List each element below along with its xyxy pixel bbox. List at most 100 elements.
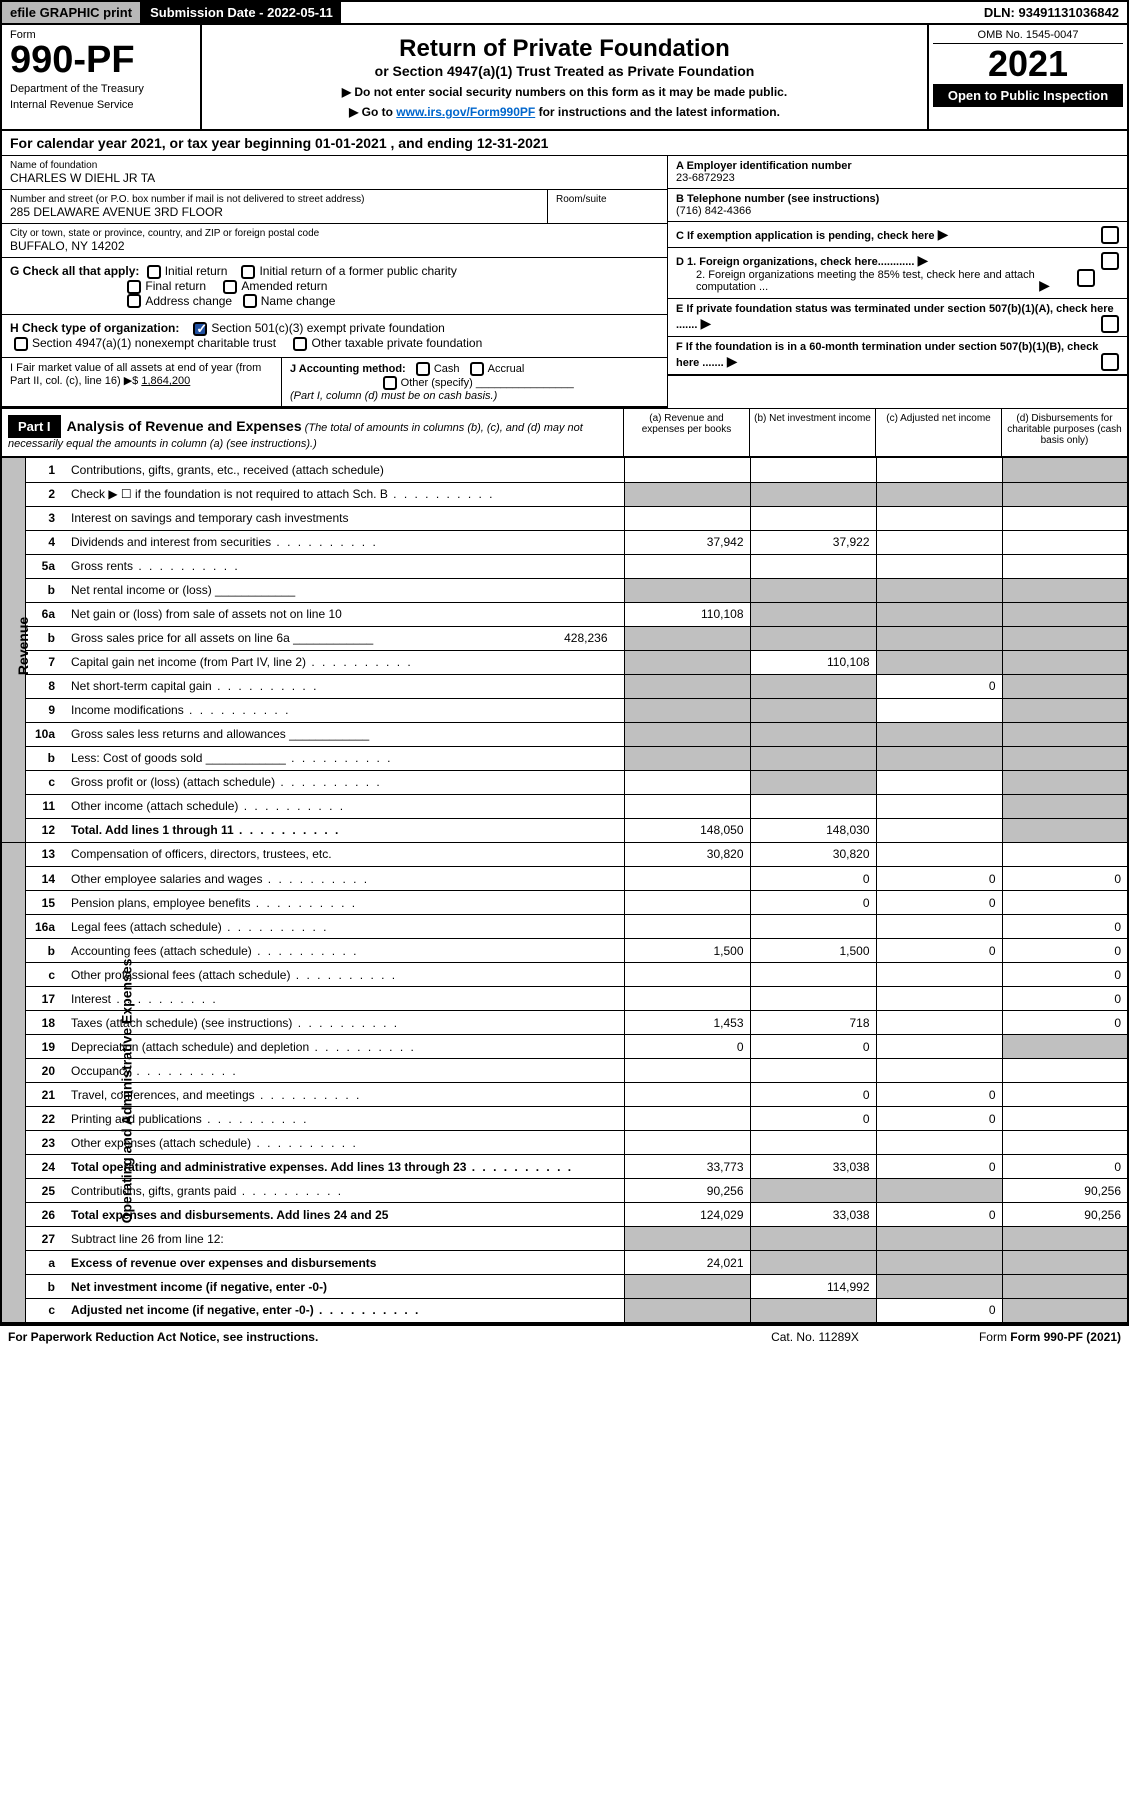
col-a-value: 0	[624, 1035, 750, 1059]
table-row: 27Subtract line 26 from line 12:	[1, 1227, 1128, 1251]
table-row: bAccounting fees (attach schedule)1,5001…	[1, 939, 1128, 963]
col-a-value	[624, 674, 750, 698]
col-a-value	[624, 1227, 750, 1251]
col-b-value: 0	[750, 1107, 876, 1131]
col-d-value: 0	[1002, 1011, 1128, 1035]
line-description: Occupancy	[65, 1059, 624, 1083]
cb-amended[interactable]	[223, 280, 237, 294]
table-row: 15Pension plans, employee benefits00	[1, 891, 1128, 915]
line-number: 16a	[25, 915, 65, 939]
table-row: bNet rental income or (loss) ___________…	[1, 578, 1128, 602]
col-d-value: 0	[1002, 939, 1128, 963]
cb-name-change[interactable]	[243, 294, 257, 308]
revenue-table: Revenue1Contributions, gifts, grants, et…	[0, 458, 1129, 843]
omb-number: OMB No. 1545-0047	[933, 29, 1123, 44]
cb-terminated[interactable]	[1101, 315, 1119, 333]
line-description: Other income (attach schedule)	[65, 794, 624, 818]
cb-cash[interactable]	[416, 362, 430, 376]
col-d-value	[1002, 1131, 1128, 1155]
dln: DLN: 93491131036842	[976, 2, 1127, 23]
col-b-header: (b) Net investment income	[749, 409, 875, 456]
col-a-value: 124,029	[624, 1203, 750, 1227]
line-description: Contributions, gifts, grants paid	[65, 1179, 624, 1203]
cb-other-taxable[interactable]	[293, 337, 307, 351]
cb-85pct[interactable]	[1077, 269, 1095, 287]
col-a-value: 33,773	[624, 1155, 750, 1179]
col-d-value	[1002, 1227, 1128, 1251]
col-d-value: 0	[1002, 915, 1128, 939]
col-b-value	[750, 1179, 876, 1203]
line-number: 8	[25, 674, 65, 698]
col-b-value	[750, 915, 876, 939]
cb-foreign-org[interactable]	[1101, 252, 1119, 270]
col-b-value: 1,500	[750, 939, 876, 963]
cb-60month[interactable]	[1101, 353, 1119, 371]
table-row: bNet investment income (if negative, ent…	[1, 1275, 1128, 1299]
col-d-value	[1002, 626, 1128, 650]
col-c-header: (c) Adjusted net income	[875, 409, 1001, 456]
col-d-value	[1002, 722, 1128, 746]
col-d-value	[1002, 818, 1128, 842]
cb-exemption-pending[interactable]	[1101, 226, 1119, 244]
cb-initial-return[interactable]	[147, 265, 161, 279]
table-row: cOther professional fees (attach schedul…	[1, 963, 1128, 987]
col-c-value	[876, 650, 1002, 674]
cb-4947[interactable]	[14, 337, 28, 351]
line-description: Gross sales price for all assets on line…	[65, 626, 624, 650]
col-c-value: 0	[876, 1299, 1002, 1323]
col-b-value: 30,820	[750, 843, 876, 867]
col-d-header: (d) Disbursements for charitable purpose…	[1001, 409, 1127, 456]
col-b-value: 0	[750, 867, 876, 891]
line-number: 9	[25, 698, 65, 722]
col-c-value	[876, 626, 1002, 650]
col-c-value	[876, 794, 1002, 818]
col-b-value	[750, 963, 876, 987]
cb-initial-public[interactable]	[241, 265, 255, 279]
form-header: Form 990-PF Department of the Treasury I…	[0, 25, 1129, 131]
cb-final-return[interactable]	[127, 280, 141, 294]
line-description: Less: Cost of goods sold ____________	[65, 746, 624, 770]
col-d-value	[1002, 794, 1128, 818]
col-a-value	[624, 794, 750, 818]
form-number: 990-PF	[10, 41, 192, 79]
col-d-value	[1002, 1251, 1128, 1275]
col-a-value	[624, 1059, 750, 1083]
table-row: cGross profit or (loss) (attach schedule…	[1, 770, 1128, 794]
col-b-value: 33,038	[750, 1203, 876, 1227]
col-a-value: 1,453	[624, 1011, 750, 1035]
cb-501c3[interactable]	[193, 322, 207, 336]
col-a-value	[624, 698, 750, 722]
cb-other-method[interactable]	[383, 376, 397, 390]
table-row: aExcess of revenue over expenses and dis…	[1, 1251, 1128, 1275]
form-title: Return of Private Foundation	[212, 35, 917, 63]
f-label: F If the foundation is in a 60-month ter…	[676, 341, 1098, 369]
col-a-value: 90,256	[624, 1179, 750, 1203]
line-number: 10a	[25, 722, 65, 746]
col-b-value: 37,922	[750, 530, 876, 554]
dept-treasury: Department of the Treasury	[10, 83, 192, 95]
col-d-value	[1002, 506, 1128, 530]
efile-print-button[interactable]: efile GRAPHIC print	[2, 2, 142, 23]
line-description: Income modifications	[65, 698, 624, 722]
col-c-value	[876, 915, 1002, 939]
i-label: I Fair market value of all assets at end…	[10, 362, 261, 387]
table-row: 4Dividends and interest from securities3…	[1, 530, 1128, 554]
room-label: Room/suite	[556, 194, 659, 205]
cb-accrual[interactable]	[470, 362, 484, 376]
line-number: b	[25, 1275, 65, 1299]
part1-label: Part I	[8, 415, 61, 438]
col-a-value: 24,021	[624, 1251, 750, 1275]
table-row: 25Contributions, gifts, grants paid90,25…	[1, 1179, 1128, 1203]
line-number: 24	[25, 1155, 65, 1179]
col-a-value: 37,942	[624, 530, 750, 554]
line-description: Interest on savings and temporary cash i…	[65, 506, 624, 530]
irs-link[interactable]: www.irs.gov/Form990PF	[396, 105, 535, 119]
line-description: Gross rents	[65, 554, 624, 578]
table-row: 11Other income (attach schedule)	[1, 794, 1128, 818]
form-ref: Form Form 990-PF (2021)	[979, 1330, 1121, 1344]
cb-address-change[interactable]	[127, 294, 141, 308]
table-row: 23Other expenses (attach schedule)	[1, 1131, 1128, 1155]
city-state-zip: BUFFALO, NY 14202	[10, 239, 659, 253]
line-number: 25	[25, 1179, 65, 1203]
col-b-value	[750, 482, 876, 506]
